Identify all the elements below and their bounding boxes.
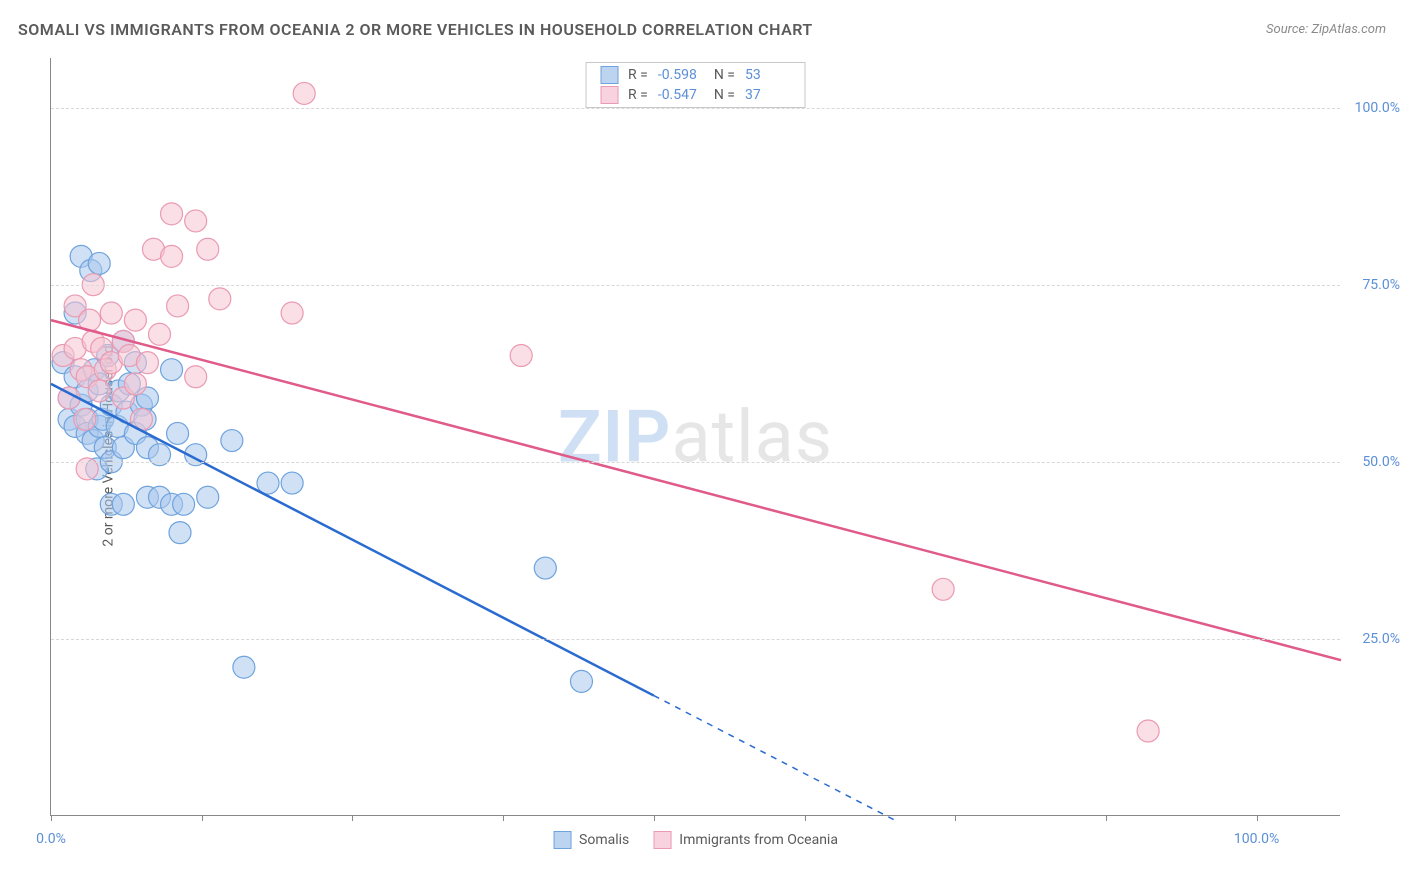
xtick-label: 100.0% bbox=[1234, 831, 1279, 847]
legend-label-somalis: Somalis bbox=[579, 832, 629, 848]
series-legend: Somalis Immigrants from Oceania bbox=[553, 831, 838, 849]
swatch-somalis bbox=[600, 66, 618, 84]
stats-row-somalis: R = -0.598 N = 53 bbox=[586, 65, 805, 85]
regression-layer bbox=[51, 58, 1340, 815]
xtick-mark bbox=[202, 815, 203, 821]
n-value-oceania: 37 bbox=[745, 87, 791, 103]
gridline-h bbox=[51, 285, 1340, 286]
xtick-label: 0.0% bbox=[36, 831, 66, 847]
regression-line-oceania bbox=[51, 320, 1341, 660]
ytick-label: 100.0% bbox=[1345, 100, 1400, 116]
xtick-mark bbox=[503, 815, 504, 821]
source-name: ZipAtlas.com bbox=[1311, 22, 1386, 37]
gridline-h bbox=[51, 462, 1340, 463]
swatch-oceania-bottom bbox=[653, 831, 671, 849]
n-label: N = bbox=[714, 87, 735, 103]
n-label: N = bbox=[714, 67, 735, 83]
xtick-mark bbox=[805, 815, 806, 821]
xtick-mark bbox=[51, 815, 52, 821]
chart-title: SOMALI VS IMMIGRANTS FROM OCEANIA 2 OR M… bbox=[18, 20, 813, 39]
xtick-mark bbox=[1106, 815, 1107, 821]
plot-area: ZIPatlas R = -0.598 N = 53 R = -0.547 N … bbox=[50, 58, 1340, 816]
xtick-mark bbox=[955, 815, 956, 821]
stats-row-oceania: R = -0.547 N = 37 bbox=[586, 85, 805, 105]
ytick-label: 25.0% bbox=[1345, 631, 1400, 647]
source-attribution: Source: ZipAtlas.com bbox=[1266, 22, 1386, 37]
xtick-mark bbox=[1257, 815, 1258, 821]
xtick-mark bbox=[654, 815, 655, 821]
xtick-mark bbox=[352, 815, 353, 821]
swatch-oceania bbox=[600, 86, 618, 104]
ytick-label: 50.0% bbox=[1345, 454, 1400, 470]
regression-line-somalis bbox=[51, 384, 654, 696]
r-value-somalis: -0.598 bbox=[658, 67, 704, 83]
r-label: R = bbox=[628, 67, 648, 83]
ytick-label: 75.0% bbox=[1345, 277, 1400, 293]
regression-line-dashed-somalis bbox=[654, 696, 895, 821]
legend-label-oceania: Immigrants from Oceania bbox=[679, 832, 838, 848]
stats-legend: R = -0.598 N = 53 R = -0.547 N = 37 bbox=[585, 62, 806, 108]
legend-item-somalis: Somalis bbox=[553, 831, 629, 849]
r-value-oceania: -0.547 bbox=[658, 87, 704, 103]
source-prefix: Source: bbox=[1266, 22, 1311, 37]
r-label: R = bbox=[628, 87, 648, 103]
gridline-h bbox=[51, 108, 1340, 109]
gridline-h bbox=[51, 639, 1340, 640]
n-value-somalis: 53 bbox=[745, 67, 791, 83]
swatch-somalis-bottom bbox=[553, 831, 571, 849]
legend-item-oceania: Immigrants from Oceania bbox=[653, 831, 838, 849]
